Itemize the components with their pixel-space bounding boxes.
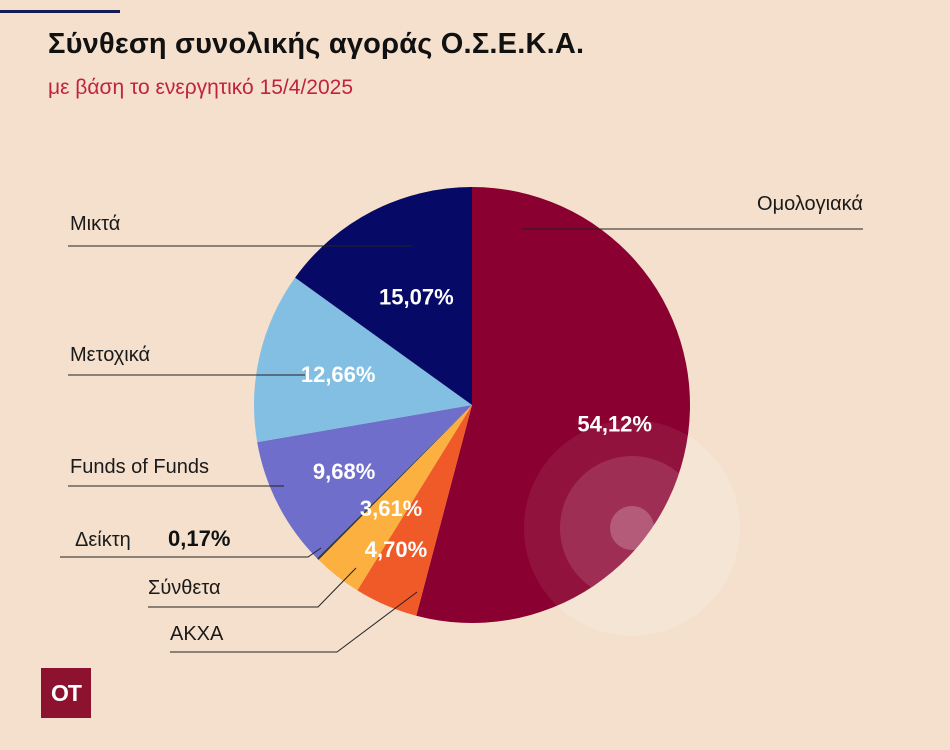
slice-value-label: 12,66% <box>301 362 376 387</box>
pie-slice <box>257 405 472 559</box>
slice-name-label: Ομολογιακά <box>757 193 863 215</box>
pie-slice <box>357 405 472 616</box>
decorative-rings-outside <box>524 420 740 636</box>
top-accent-rule <box>0 10 120 13</box>
ot-logo: OT <box>41 668 91 718</box>
slice-value-label: 15,07% <box>379 284 454 309</box>
slice-value-label: 0,17% <box>168 526 230 551</box>
chart-title: Σύνθεση συνολικής αγοράς Ο.Σ.Ε.Κ.Α. <box>48 28 585 60</box>
pie-slice <box>316 405 472 560</box>
chart-subtitle: με βάση το ενεργητικό 15/4/2025 <box>48 76 353 99</box>
slice-value-label: 9,68% <box>313 459 375 484</box>
slice-value-label: 4,70% <box>365 537 427 562</box>
slice-name-label: ΑΚΧΑ <box>170 623 224 645</box>
slice-name-label: Δείκτη <box>75 529 131 551</box>
pie-slice <box>416 187 691 624</box>
pie-slice <box>253 277 472 443</box>
pie-slice <box>318 405 472 591</box>
slice-name-label: Μικτά <box>70 213 120 235</box>
slice-value-label: 54,12% <box>577 412 652 437</box>
leader-line <box>148 567 357 608</box>
leader-line <box>170 591 418 653</box>
leader-line <box>60 547 322 558</box>
slice-name-label: Funds of Funds <box>70 456 209 478</box>
slice-name-label: Μετοχικά <box>70 344 150 366</box>
pie-slice <box>295 187 472 405</box>
slice-name-label: Σύνθετα <box>148 577 221 599</box>
slice-value-label: 3,61% <box>360 496 422 521</box>
